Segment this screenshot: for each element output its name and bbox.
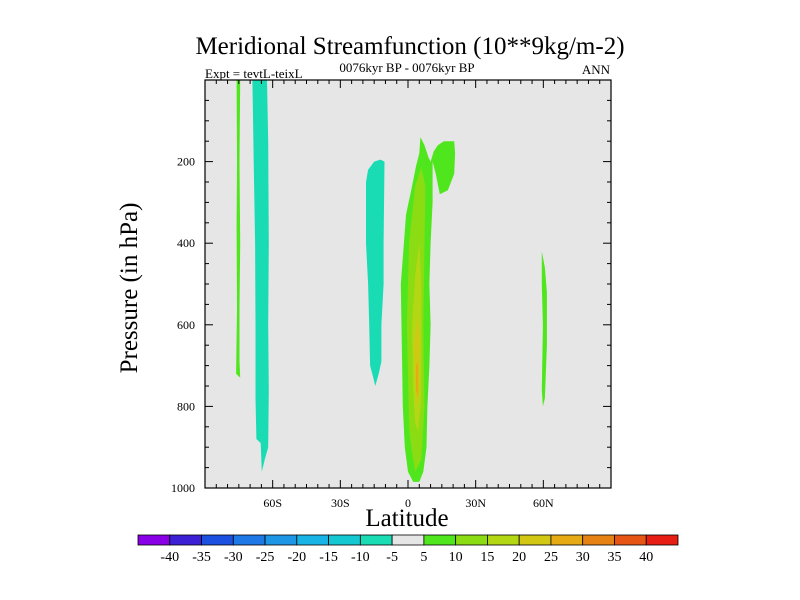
colorbar-label: -25 xyxy=(256,550,275,565)
x-tick-label: 30S xyxy=(331,496,350,510)
colorbar-swatch xyxy=(296,534,329,546)
colorbar-swatch xyxy=(487,534,520,546)
colorbar-label: -5 xyxy=(386,550,398,565)
colorbar-swatch xyxy=(264,534,298,546)
contour-region-0 xyxy=(236,80,241,378)
colorbar-label: -30 xyxy=(224,550,243,565)
colorbar-swatch xyxy=(423,534,457,546)
colorbar-swatch xyxy=(137,534,171,546)
chart-title: Meridional Streamfunction (10**9kg/m-2) xyxy=(195,33,624,60)
colorbar-label: 40 xyxy=(639,550,653,565)
experiment-label: Expt = tevtL-teixL xyxy=(205,66,303,81)
colorbar-swatch xyxy=(455,534,488,546)
colorbar: -40 -35 -30 -25 -20 -15 -10 -5 5 10 15 20 25 30 35 40 xyxy=(137,534,679,565)
contour-regions xyxy=(236,80,547,482)
y-tick-label: 800 xyxy=(177,399,195,413)
x-tick-label: 0 xyxy=(405,496,411,510)
colorbar-swatch xyxy=(614,534,647,546)
colorbar-swatch xyxy=(232,534,266,546)
y-tick-label: 600 xyxy=(177,318,195,332)
colorbar-label: 15 xyxy=(480,550,494,565)
axis-ticks: 60S 30S 0 30N 60N 200 400 600 800 1000 xyxy=(171,80,611,510)
colorbar-label: 5 xyxy=(420,550,427,565)
colorbar-swatch xyxy=(328,534,361,546)
colorbar-swatch xyxy=(201,534,234,546)
colorbar-swatch xyxy=(550,534,584,546)
colorbar-label: -20 xyxy=(287,550,306,565)
x-tick-label: 60N xyxy=(533,496,554,510)
plot-area: 60S 30S 0 30N 60N 200 400 600 800 1000 xyxy=(171,79,612,510)
colorbar-swatch xyxy=(391,534,425,546)
colorbar-label: 20 xyxy=(512,550,526,565)
colorbar-label: -35 xyxy=(192,550,211,565)
y-tick-label: 400 xyxy=(177,236,195,250)
x-tick-label: 30N xyxy=(465,496,486,510)
colorbar-label: 10 xyxy=(449,550,463,565)
colorbar-swatch xyxy=(582,534,615,546)
colorbar-label: -40 xyxy=(160,550,179,565)
y-axis-label: Pressure (in hPa) xyxy=(116,203,143,374)
colorbar-label: 30 xyxy=(576,550,590,565)
colorbar-swatch xyxy=(518,534,552,546)
contour-region-1 xyxy=(252,80,269,472)
contour-region-8 xyxy=(541,251,547,407)
y-tick-label: 200 xyxy=(177,155,195,169)
contour-region-7 xyxy=(416,361,419,399)
colorbar-label: 35 xyxy=(607,550,621,565)
colorbar-swatch xyxy=(359,534,393,546)
chart-subtitle: 0076kyr BP - 0076kyr BP xyxy=(339,60,474,75)
x-tick-label: 60S xyxy=(263,496,282,510)
contour-region-2 xyxy=(366,159,385,386)
colorbar-label: -15 xyxy=(319,550,338,565)
colorbar-label: -10 xyxy=(351,550,370,565)
colorbar-swatch xyxy=(169,534,202,546)
colorbar-swatch xyxy=(645,534,679,546)
y-tick-label: 1000 xyxy=(171,481,195,495)
season-label: ANN xyxy=(582,62,611,77)
colorbar-label: 25 xyxy=(544,550,558,565)
x-axis-label: Latitude xyxy=(365,505,448,532)
